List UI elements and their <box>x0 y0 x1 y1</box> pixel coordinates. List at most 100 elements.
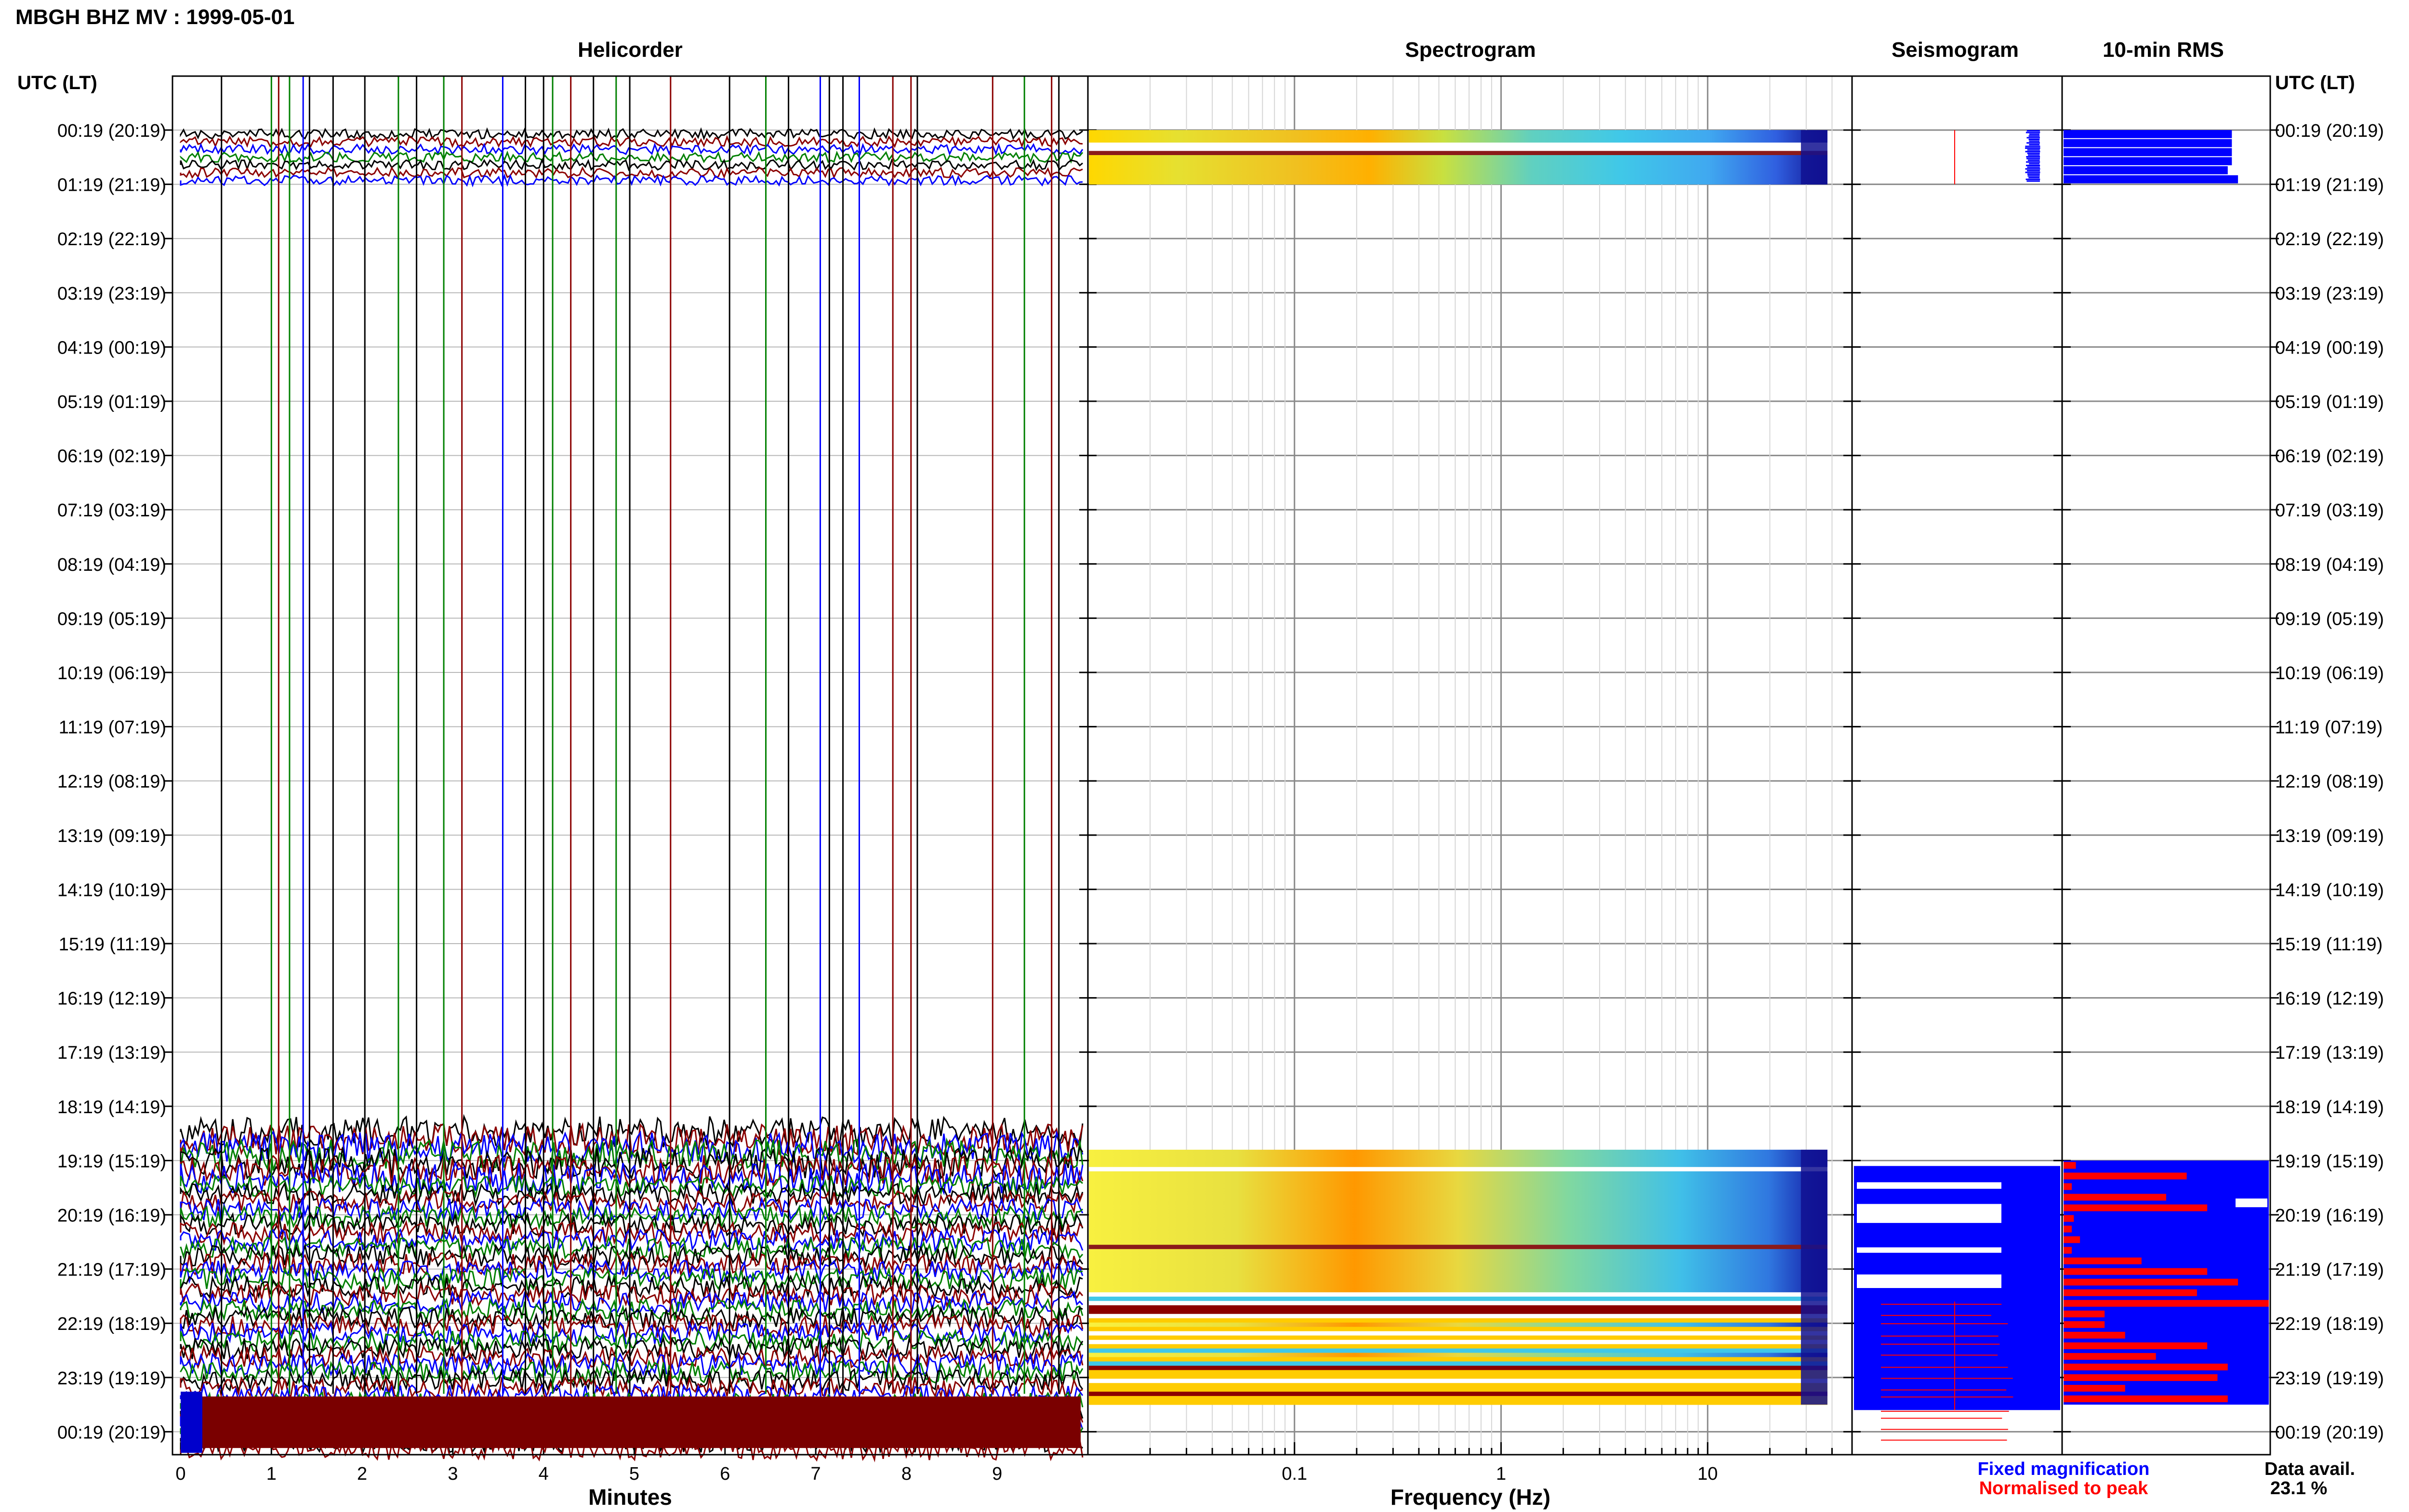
seismogram-trace <box>2025 168 2040 170</box>
time-label-left: 16:19 (12:19) <box>57 989 166 1009</box>
seismogram-trace <box>2029 140 2040 142</box>
helicorder-saturated-block <box>181 1392 202 1453</box>
seismogram-trace <box>2027 170 2040 171</box>
spectrogram-cell <box>1089 1366 1827 1370</box>
helicorder-trace <box>180 142 1084 157</box>
rms-red-bar <box>2064 1204 2208 1211</box>
time-label-left: 14:19 (10:19) <box>57 880 166 900</box>
spectrogram-cell <box>1089 1167 1827 1172</box>
rms-bar <box>2064 157 2232 166</box>
rms-red-bar <box>2064 1183 2072 1190</box>
legend-fixed-magnification: Fixed magnification <box>1978 1459 2150 1479</box>
seismogram-trace <box>2026 158 2040 159</box>
spectrogram-cell <box>1089 1370 1827 1375</box>
time-label-left: 20:19 (16:19) <box>57 1206 166 1226</box>
time-label-right: 23:19 (19:19) <box>2275 1368 2384 1389</box>
minute-tick-label: 7 <box>811 1464 821 1484</box>
time-label-right: 18:19 (14:19) <box>2275 1097 2384 1118</box>
spectrogram-cell <box>1089 1288 1827 1293</box>
spectrogram-cell <box>1089 134 1827 139</box>
helicorder-traces <box>180 127 1084 1463</box>
seismogram-trace <box>2025 131 2040 133</box>
minute-tick-label: 0 <box>175 1464 185 1484</box>
rms-red-bar <box>2064 1289 2197 1296</box>
spectrogram-cell <box>1089 1327 1827 1332</box>
seismogram-trace <box>2027 166 2040 168</box>
data-availability-value: 23.1 % <box>2270 1478 2327 1499</box>
spectrogram-cell <box>1089 1206 1827 1210</box>
time-label-right: 08:19 (04:19) <box>2275 555 2384 575</box>
rms-bar <box>2064 139 2232 147</box>
spectrogram-cell <box>1089 1361 1827 1366</box>
rms-red-bar <box>2064 1374 2218 1381</box>
seismogram-trace <box>2027 175 2040 177</box>
event-lines <box>221 76 1060 1394</box>
time-label-right: 00:19 (20:19) <box>2275 121 2384 141</box>
spectrogram-cell <box>1089 1314 1827 1319</box>
rms-red-bar <box>2064 1300 2269 1307</box>
minute-tick-label: 2 <box>357 1464 367 1484</box>
minute-tick-label: 6 <box>720 1464 730 1484</box>
rms-red-bar <box>2064 1278 2238 1286</box>
rms-red-bar <box>2064 1342 2208 1349</box>
time-label-left: 01:19 (21:19) <box>57 175 166 196</box>
tick-labels: 00:19 (20:19) 00:19 (20:19) 01:19 (21:19) 0… <box>57 121 2384 1484</box>
spectrogram-cell <box>1089 155 1827 160</box>
minute-tick-label: 4 <box>539 1464 549 1484</box>
spectrogram-cell <box>1089 1162 1827 1168</box>
time-label-right: 00:19 (20:19) <box>2275 1422 2384 1443</box>
seismogram-trace <box>2028 177 2040 179</box>
time-label-left: 00:19 (20:19) <box>57 1422 166 1443</box>
time-label-left: 02:19 (22:19) <box>57 229 166 250</box>
time-label-right: 03:19 (23:19) <box>2275 284 2384 304</box>
time-label-left: 22:19 (18:19) <box>57 1314 166 1334</box>
spectrogram-cell <box>1089 180 1827 185</box>
seismogram-title: Seismogram <box>1892 38 2019 62</box>
spectrogram-cell <box>1089 1357 1827 1362</box>
spectrogram-cell <box>1089 1245 1827 1249</box>
rms-red-bar <box>2064 1395 2228 1403</box>
rms-bar <box>2064 148 2232 157</box>
seismogram-trace <box>2026 180 2040 182</box>
spectrogram-cell <box>1089 171 1827 176</box>
seismogram-trace <box>2029 163 2040 165</box>
spectrogram-cell <box>1089 1344 1827 1349</box>
spectrogram-cell <box>1089 1158 1827 1163</box>
spectrogram-cell <box>1089 130 1827 135</box>
spectrogram-cell <box>1089 1154 1827 1159</box>
spectrogram-cell <box>1089 1240 1827 1245</box>
spectrogram-cell <box>1089 167 1827 172</box>
seismogram-trace <box>2028 139 2040 140</box>
seismogram-trace <box>2025 145 2040 147</box>
time-label-right: 01:19 (21:19) <box>2275 175 2384 196</box>
panel-frame <box>2061 75 2271 1456</box>
spectrogram-cell <box>1089 1214 1827 1219</box>
time-label-right: 17:19 (13:19) <box>2275 1043 2384 1063</box>
spectrogram-cell <box>1089 1396 1827 1401</box>
time-label-left: 21:19 (17:19) <box>57 1260 166 1280</box>
time-label-right: 14:19 (10:19) <box>2275 880 2384 900</box>
spectrogram-cell <box>1089 1219 1827 1223</box>
seismogram-trace <box>2026 142 2040 144</box>
time-label-right: 21:19 (17:19) <box>2275 1260 2384 1280</box>
spectrogram-cell <box>1089 1223 1827 1228</box>
time-label-right: 16:19 (12:19) <box>2275 989 2384 1009</box>
seismogram-gap <box>1857 1274 2001 1288</box>
spectrogram-high-freq-band <box>1800 130 1827 184</box>
spectrogram-cell <box>1089 176 1827 181</box>
seismogram-trace <box>2027 152 2040 154</box>
spectrogram-cell <box>1089 1283 1827 1288</box>
spectrogram-cell <box>1089 1184 1827 1189</box>
time-label-right: 20:19 (16:19) <box>2275 1206 2384 1226</box>
spectrogram-cell <box>1089 1193 1827 1198</box>
spectrogram-cell <box>1089 1301 1827 1306</box>
spectrogram-cell <box>1089 1271 1827 1275</box>
minute-tick-label: 9 <box>992 1464 1002 1484</box>
time-label-left: 23:19 (19:19) <box>57 1368 166 1389</box>
spectrogram-cell <box>1089 1227 1827 1232</box>
rms-red-bar <box>2064 1363 2228 1371</box>
minute-tick-label: 1 <box>266 1464 277 1484</box>
page-title: MBGH BHZ MV : 1999-05-01 <box>15 5 294 29</box>
rms-bars <box>2064 130 2269 1405</box>
time-label-left: 17:19 (13:19) <box>57 1043 166 1063</box>
